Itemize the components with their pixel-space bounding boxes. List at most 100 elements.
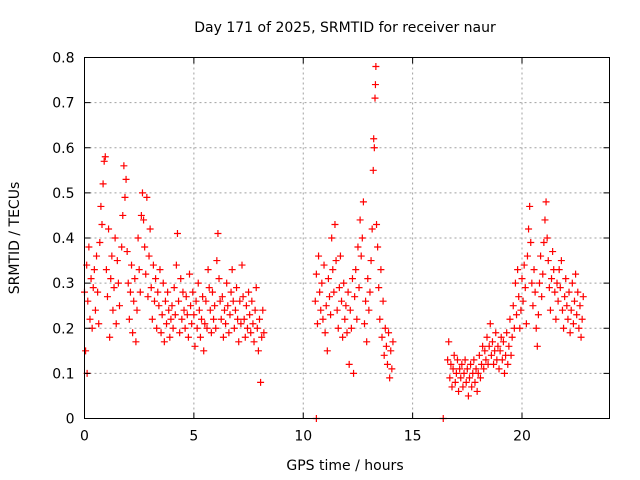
data-point — [114, 279, 122, 287]
y-tick-label: 0.1 — [52, 366, 74, 382]
data-point — [216, 297, 224, 305]
data-point — [94, 288, 102, 296]
data-point — [539, 270, 547, 278]
data-point — [184, 333, 192, 341]
data-point — [110, 284, 118, 292]
data-point — [556, 284, 564, 292]
data-point — [564, 315, 572, 323]
data-point — [555, 266, 563, 274]
data-point — [164, 288, 172, 296]
data-point — [148, 315, 156, 323]
data-point — [339, 333, 347, 341]
data-point — [196, 333, 204, 341]
data-point — [210, 315, 218, 323]
data-point — [444, 356, 452, 364]
data-point — [543, 234, 551, 242]
data-point — [462, 378, 470, 386]
data-point — [503, 329, 511, 337]
data-point — [575, 324, 583, 332]
data-point — [238, 261, 246, 269]
data-point — [231, 306, 239, 314]
data-point — [448, 383, 456, 391]
data-point — [565, 288, 573, 296]
data-point — [371, 94, 379, 102]
data-point — [188, 320, 196, 328]
data-point — [511, 279, 519, 287]
data-point — [187, 302, 195, 310]
data-point — [132, 338, 140, 346]
data-point — [492, 329, 500, 337]
data-point — [136, 288, 144, 296]
data-point — [548, 275, 556, 283]
data-point — [350, 369, 358, 377]
data-point — [474, 369, 482, 377]
data-point — [154, 288, 162, 296]
data-point — [377, 266, 385, 274]
x-axis: 0 5 10 15 20 — [80, 57, 531, 445]
data-point — [223, 279, 231, 287]
data-point — [455, 387, 463, 395]
data-point — [147, 284, 155, 292]
data-point — [86, 315, 94, 323]
data-point — [576, 302, 584, 310]
data-point — [461, 356, 469, 364]
data-point — [106, 333, 114, 341]
data-point — [169, 324, 177, 332]
data-point — [240, 315, 248, 323]
data-point — [496, 347, 504, 355]
data-point — [516, 324, 524, 332]
data-point — [453, 356, 461, 364]
data-point — [212, 324, 220, 332]
data-point — [531, 288, 539, 296]
data-point — [346, 306, 354, 314]
data-point — [546, 306, 554, 314]
data-point — [563, 302, 571, 310]
data-point — [451, 378, 459, 386]
y-tick-label: 0.2 — [52, 321, 74, 337]
data-point — [387, 347, 395, 355]
data-point — [227, 288, 235, 296]
data-point — [218, 293, 226, 301]
data-point — [203, 324, 211, 332]
data-point — [522, 320, 530, 328]
data-point — [215, 275, 223, 283]
data-point — [122, 175, 130, 183]
data-point — [317, 306, 325, 314]
y-tick-label: 0 — [66, 412, 75, 428]
data-point — [233, 284, 241, 292]
data-point — [85, 243, 93, 251]
data-point — [520, 261, 528, 269]
data-point — [252, 284, 260, 292]
data-point — [243, 324, 251, 332]
data-point — [189, 288, 197, 296]
data-point — [177, 275, 185, 283]
data-point — [532, 324, 540, 332]
data-point — [561, 293, 569, 301]
data-point — [357, 252, 365, 260]
data-point — [530, 266, 538, 274]
data-point — [328, 234, 336, 242]
data-point — [541, 216, 549, 224]
data-point — [457, 374, 465, 382]
data-point — [450, 351, 458, 359]
data-point — [140, 216, 148, 224]
data-point — [342, 302, 350, 310]
data-point — [135, 266, 143, 274]
data-point — [494, 342, 502, 350]
data-point — [222, 320, 230, 328]
data-point — [208, 288, 216, 296]
data-point — [205, 284, 213, 292]
data-point — [499, 338, 507, 346]
data-point — [506, 315, 514, 323]
data-point — [490, 360, 498, 368]
data-point — [234, 315, 242, 323]
data-point — [146, 225, 154, 233]
data-point — [341, 315, 349, 323]
data-point — [549, 248, 557, 256]
data-point — [211, 302, 219, 310]
data-point — [198, 315, 206, 323]
data-point — [345, 360, 353, 368]
data-point — [152, 275, 160, 283]
y-tick-label: 0.7 — [52, 96, 74, 112]
data-point — [151, 297, 158, 305]
